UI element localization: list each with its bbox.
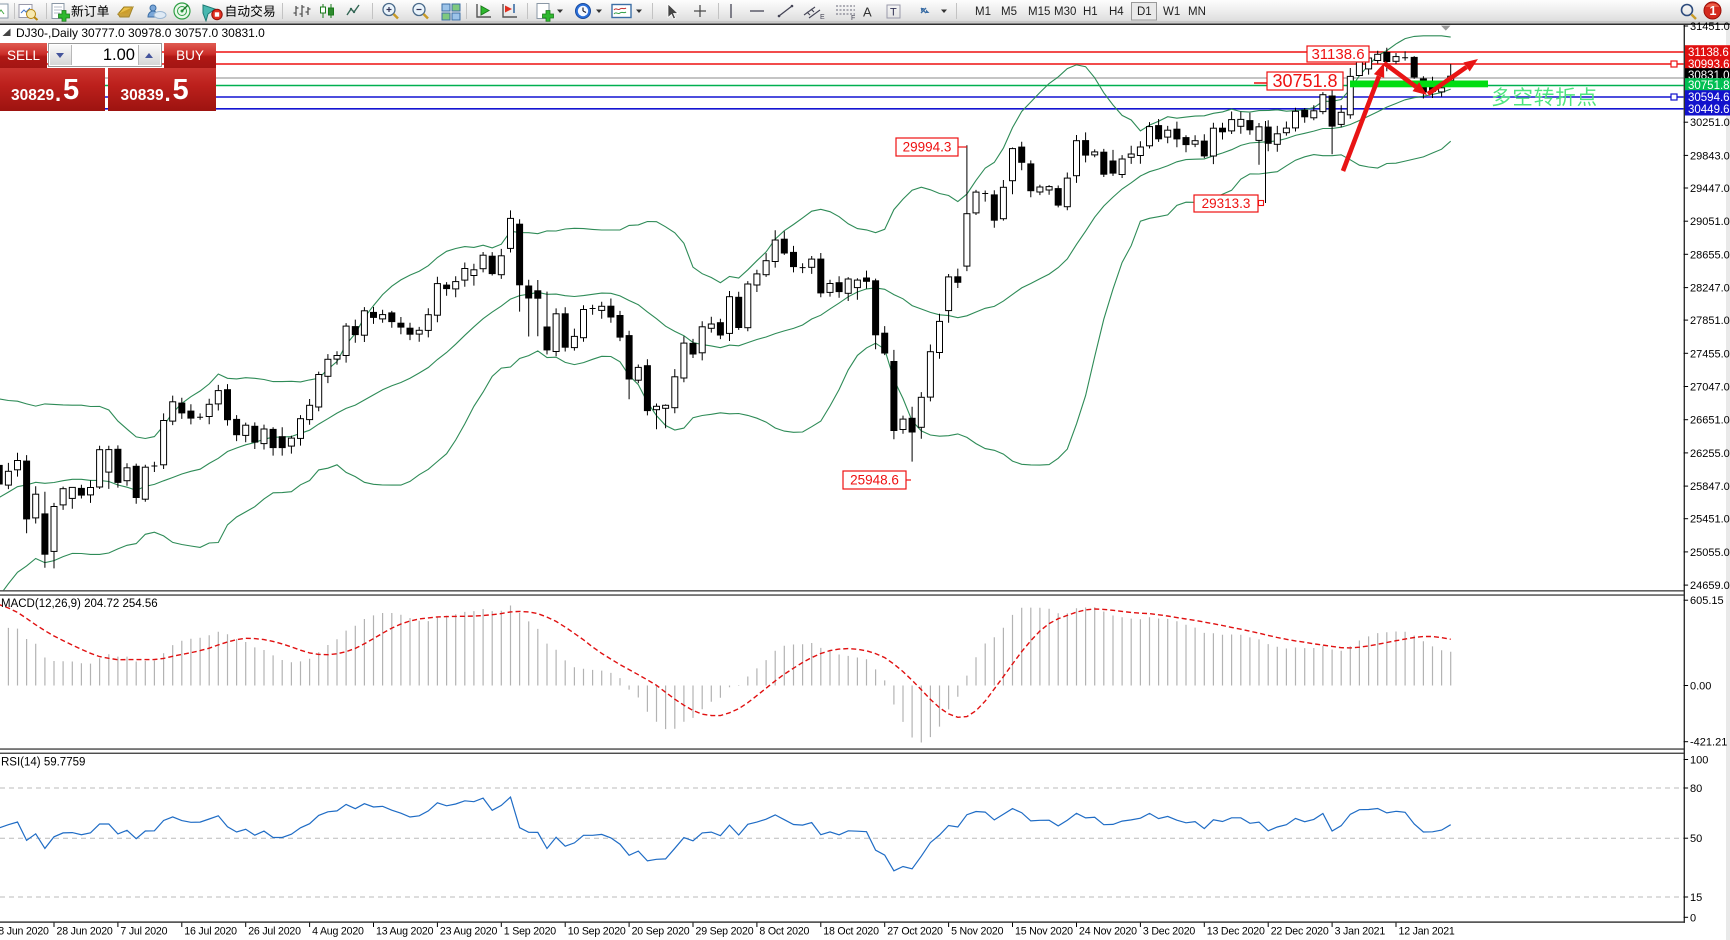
svg-text:12 Jan 2021: 12 Jan 2021 xyxy=(1399,926,1455,938)
svg-text:30993.6: 30993.6 xyxy=(1688,59,1730,71)
svg-text:RSI(14) 59.7759: RSI(14) 59.7759 xyxy=(1,757,85,769)
svg-text:26651.0: 26651.0 xyxy=(1690,415,1730,427)
svg-text:100: 100 xyxy=(1690,755,1708,767)
svg-text:28 Jun 2020: 28 Jun 2020 xyxy=(57,926,113,938)
svg-text:-421.21: -421.21 xyxy=(1690,737,1727,749)
svg-text:0: 0 xyxy=(1690,912,1696,924)
svg-text:A: A xyxy=(863,5,872,20)
svg-text:20 Sep 2020: 20 Sep 2020 xyxy=(632,926,690,938)
svg-text:16 Jul 2020: 16 Jul 2020 xyxy=(184,926,237,938)
svg-text:27851.0: 27851.0 xyxy=(1690,315,1730,327)
svg-text:F: F xyxy=(851,15,855,22)
svg-text:1: 1 xyxy=(1710,4,1717,18)
svg-text:29843.0: 29843.0 xyxy=(1690,150,1730,162)
svg-text:13 Dec 2020: 13 Dec 2020 xyxy=(1207,926,1265,938)
svg-text:30251.0: 30251.0 xyxy=(1690,117,1730,129)
svg-text:22 Dec 2020: 22 Dec 2020 xyxy=(1271,926,1329,938)
svg-text:MACD(12,26,9) 204.72 254.56: MACD(12,26,9) 204.72 254.56 xyxy=(1,598,158,610)
svg-text:27455.0: 27455.0 xyxy=(1690,348,1730,360)
svg-text:25948.6: 25948.6 xyxy=(850,473,899,488)
svg-text:M5: M5 xyxy=(1001,6,1017,18)
svg-text:8 Oct 2020: 8 Oct 2020 xyxy=(759,926,809,938)
svg-text:25055.0: 25055.0 xyxy=(1690,547,1730,559)
svg-text:50: 50 xyxy=(1690,833,1702,845)
svg-text:30449.6: 30449.6 xyxy=(1688,104,1730,116)
svg-text:26 Jul 2020: 26 Jul 2020 xyxy=(248,926,301,938)
svg-text:D1: D1 xyxy=(1137,6,1152,18)
svg-text:29 Sep 2020: 29 Sep 2020 xyxy=(696,926,754,938)
svg-text:0.00: 0.00 xyxy=(1690,681,1711,693)
svg-text:13 Aug 2020: 13 Aug 2020 xyxy=(376,926,434,938)
svg-text:H1: H1 xyxy=(1083,6,1098,18)
svg-text:4 Aug 2020: 4 Aug 2020 xyxy=(312,926,364,938)
svg-text:15 Nov 2020: 15 Nov 2020 xyxy=(1015,926,1073,938)
svg-text:27047.0: 27047.0 xyxy=(1690,382,1730,394)
svg-text:M1: M1 xyxy=(975,6,991,18)
svg-text:27 Oct 2020: 27 Oct 2020 xyxy=(887,926,943,938)
svg-text:25847.0: 25847.0 xyxy=(1690,481,1730,493)
svg-text:3 Jan 2021: 3 Jan 2021 xyxy=(1335,926,1386,938)
svg-text:18 Jun 2020: 18 Jun 2020 xyxy=(0,926,49,938)
svg-text:31138.6: 31138.6 xyxy=(1688,47,1729,59)
svg-text:29994.3: 29994.3 xyxy=(903,140,952,155)
svg-text:31451.0: 31451.0 xyxy=(1690,21,1730,33)
svg-text:3 Dec 2020: 3 Dec 2020 xyxy=(1143,926,1195,938)
svg-text:24 Nov 2020: 24 Nov 2020 xyxy=(1079,926,1137,938)
svg-text:18 Oct 2020: 18 Oct 2020 xyxy=(823,926,879,938)
svg-text:M30: M30 xyxy=(1054,6,1076,18)
svg-text:5 Nov 2020: 5 Nov 2020 xyxy=(951,926,1003,938)
svg-text:MN: MN xyxy=(1188,6,1206,18)
svg-text:28247.0: 28247.0 xyxy=(1690,283,1730,295)
svg-text:1 Sep 2020: 1 Sep 2020 xyxy=(504,926,557,938)
svg-text:E: E xyxy=(820,14,825,21)
svg-text:T: T xyxy=(890,7,897,19)
svg-text:30751.8: 30751.8 xyxy=(1688,80,1730,92)
svg-text:25451.0: 25451.0 xyxy=(1690,514,1730,526)
svg-text:31138.6: 31138.6 xyxy=(1311,46,1364,63)
svg-text:29313.3: 29313.3 xyxy=(1202,196,1251,211)
svg-text:M15: M15 xyxy=(1028,6,1050,18)
svg-text:30594.6: 30594.6 xyxy=(1688,92,1730,104)
svg-text:10 Sep 2020: 10 Sep 2020 xyxy=(568,926,626,938)
svg-text:H4: H4 xyxy=(1109,6,1124,18)
svg-text:24659.0: 24659.0 xyxy=(1690,580,1730,592)
svg-text:15: 15 xyxy=(1690,892,1702,904)
svg-text:605.15: 605.15 xyxy=(1690,595,1724,607)
svg-text:80: 80 xyxy=(1690,783,1702,795)
svg-text:29051.0: 29051.0 xyxy=(1690,216,1730,228)
svg-text:DJ30-,Daily 30777.0 30978.0 3: DJ30-,Daily 30777.0 30978.0 30757.0 3083… xyxy=(16,26,265,40)
svg-text:28655.0: 28655.0 xyxy=(1690,249,1730,261)
svg-text:26255.0: 26255.0 xyxy=(1690,448,1730,460)
svg-text:29447.0: 29447.0 xyxy=(1690,183,1730,195)
svg-text:23 Aug 2020: 23 Aug 2020 xyxy=(440,926,498,938)
svg-text:W1: W1 xyxy=(1163,6,1180,18)
svg-text:7 Jul 2020: 7 Jul 2020 xyxy=(120,926,167,938)
svg-text:30751.8: 30751.8 xyxy=(1272,71,1337,91)
